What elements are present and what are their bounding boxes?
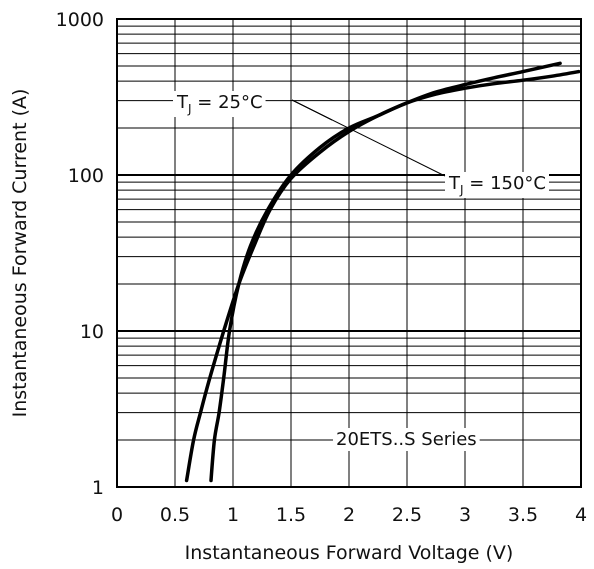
series-line-1 <box>184 61 562 483</box>
plot-frame <box>116 18 582 488</box>
x-tick-label: 4 <box>575 504 587 526</box>
annotation-leader-150 <box>291 99 446 177</box>
tick-labels: 0 0.5 1 1.5 2 2.5 3 3.5 4 1 10 100 1000 <box>56 9 587 526</box>
series-annotation-label: 20ETS..S Series <box>336 429 477 450</box>
y-tick-label: 1 <box>92 477 104 499</box>
y-tick-label: 10 <box>80 321 104 343</box>
x-tick-label: 3.5 <box>508 504 538 526</box>
grid <box>117 19 581 487</box>
annotation-tj-25-label: TJ = 25°C <box>176 92 263 116</box>
series-line-0 <box>209 69 581 483</box>
curves <box>184 61 581 483</box>
annotation-tj-150-label: TJ = 150°C <box>448 173 546 197</box>
y-axis-label: Instantaneous Forward Current (A) <box>9 89 31 418</box>
x-tick-label: 0.5 <box>160 504 190 526</box>
series-annotation: 20ETS..S Series <box>333 428 480 451</box>
x-tick-label: 0 <box>111 504 123 526</box>
x-axis-label: Instantaneous Forward Voltage (V) <box>185 542 514 564</box>
x-tick-label: 2.5 <box>392 504 422 526</box>
y-tick-label: 100 <box>68 165 104 187</box>
annotation-tj-150: TJ = 150°C <box>291 99 549 198</box>
x-tick-label: 2 <box>343 504 355 526</box>
annotation-tj-25: TJ = 25°C <box>173 91 333 121</box>
y-tick-label: 1000 <box>56 9 104 31</box>
x-tick-label: 3 <box>459 504 471 526</box>
x-tick-label: 1 <box>227 504 239 526</box>
x-tick-label: 1.5 <box>276 504 306 526</box>
